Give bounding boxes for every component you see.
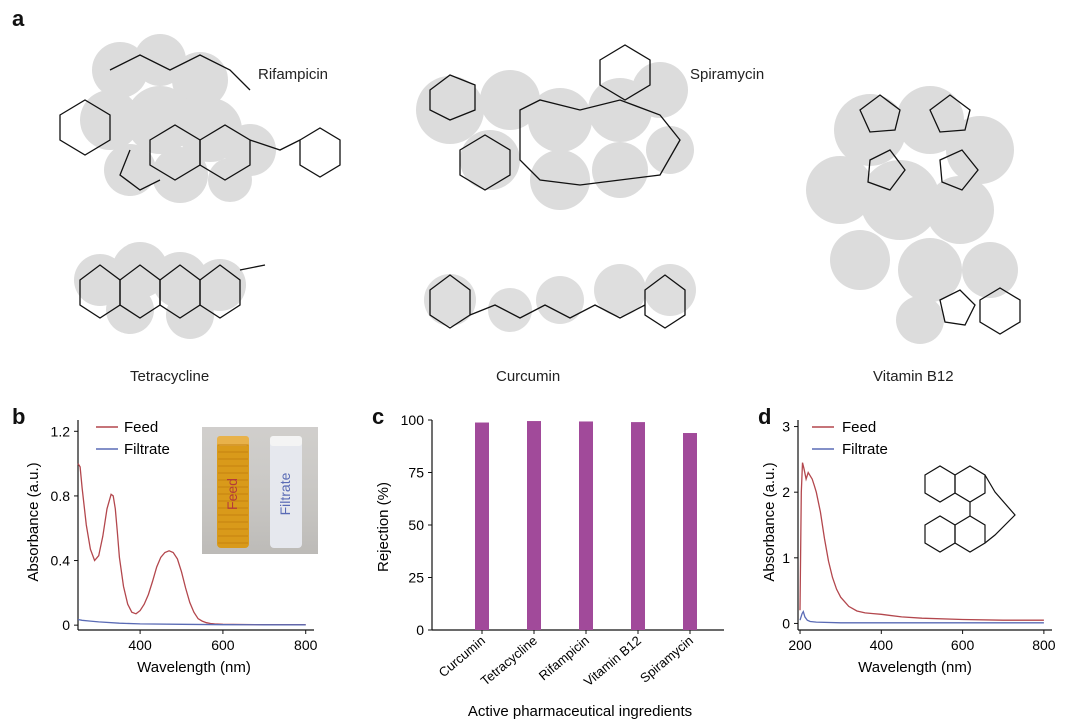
series-line-feed [77,463,306,626]
x-tick-label: 600 [211,637,235,653]
series-line-filtrate [77,618,306,626]
chart-d-xlabel: Wavelength (nm) [858,659,972,676]
rifampicin-label: Rifampicin [258,66,329,83]
chart-d: 200 400 600 800 0 1 2 3 Wavelength (nm) Absorba… [761,419,1056,676]
y-tick-label: 2 [782,484,790,500]
spiramycin-structure [416,44,694,210]
bar-vitamin-b12 [631,422,645,630]
bar-tetracycline [527,421,541,630]
chart-b-legend: Feed Filtrate [96,419,170,458]
curcumin-structure [424,264,696,332]
rifampicin-structure [59,34,341,203]
chart-b-ylabel: Absorbance (a.u.) [25,462,42,581]
category-label: Curcumin [436,633,488,680]
feed-vial-label: Feed [224,478,240,510]
chart-d-legend: Feed Filtrate [812,419,888,458]
chart-b-xlabel: Wavelength (nm) [137,659,251,676]
panel-label-d: d [758,404,772,429]
x-tick-label: 800 [294,637,318,653]
panel-label-a: a [12,6,25,31]
filtrate-vial-label: Filtrate [277,472,293,515]
x-tick-label: 400 [870,637,894,653]
tetracycline-label: Tetracycline [130,368,210,385]
x-tick-label: 800 [1032,637,1056,653]
y-tick-label: 75 [408,465,424,481]
x-tick-label: 400 [128,637,152,653]
y-tick-label: 1 [782,550,790,566]
y-tick-label: 0 [416,622,424,638]
chart-b-lines [77,463,306,626]
chart-b-tick-labels: 400 600 800 0 0.4 0.8 1.2 [51,423,318,653]
bar-curcumin [475,422,489,630]
chart-c-bars [475,421,697,630]
series-line-feed [799,462,1044,621]
y-tick-label: 25 [408,570,424,586]
y-tick-label: 0 [62,617,70,633]
category-label: Spiramycin [637,633,696,686]
y-tick-label: 3 [782,419,790,435]
chart-c-ylabel: Rejection (%) [375,482,392,572]
bar-rifampicin [579,421,593,630]
vitamin-b12-structure [806,86,1021,344]
panel-label-c: c [372,404,385,429]
y-tick-label: 50 [408,517,424,533]
chart-d-axes [794,420,1052,634]
vitamin-b12-label: Vitamin B12 [873,368,954,385]
chart-d-ylabel: Absorbance (a.u.) [761,462,778,581]
panel-label-b: b [12,404,26,429]
vials-photo: Feed Filtrate [202,427,318,554]
chart-c: 0 25 50 75 100 CurcuminTetracyclineRifampici… [375,412,724,720]
legend-label-feed: Feed [842,419,876,436]
chart-d-lines [799,462,1044,624]
chart-c-tick-labels: 0 25 50 75 100 [401,412,425,638]
series-line-filtrate [799,610,1044,624]
chart-c-axes [428,419,724,634]
x-tick-label: 200 [788,637,812,653]
y-tick-label: 0.8 [51,488,71,504]
y-tick-label: 0 [782,615,790,631]
bar-spiramycin [683,433,697,630]
chart-c-xlabel: Active pharmaceutical ingredients [468,703,692,720]
x-tick-label: 600 [951,637,975,653]
chart-b: 400 600 800 0 0.4 0.8 1.2 Wavelength (nm) Abso… [25,419,318,676]
chart-b-axes [74,420,314,634]
filtrate-vial [270,440,302,548]
tetracycline-structure [74,242,266,339]
y-tick-label: 0.4 [51,553,71,569]
legend-label-filtrate: Filtrate [124,441,170,458]
curcumin-label: Curcumin [496,368,561,385]
legend-label-feed: Feed [124,419,158,436]
category-label: Vitamin B12 [581,633,644,689]
ru-binap-structure [924,465,1016,553]
spiramycin-label: Spiramycin [690,66,765,83]
legend-label-filtrate: Filtrate [842,441,888,458]
y-tick-label: 1.2 [51,423,71,439]
chart-d-tick-labels: 200 400 600 800 0 1 2 3 [782,419,1056,653]
category-label: Tetracycline [478,633,540,689]
y-tick-label: 100 [401,412,425,428]
